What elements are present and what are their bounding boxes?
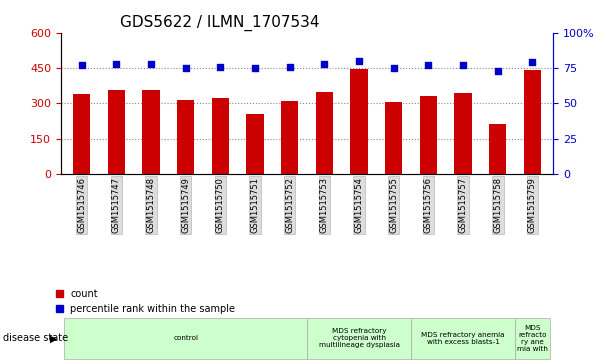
Text: GSM1515746: GSM1515746	[77, 177, 86, 233]
Point	[458, 62, 468, 68]
Text: MDS
refracto
ry ane
mia with: MDS refracto ry ane mia with	[517, 325, 548, 352]
Text: GSM1515754: GSM1515754	[354, 177, 364, 233]
Point	[77, 62, 86, 68]
Point	[111, 61, 121, 67]
Bar	[385, 102, 402, 174]
Bar	[246, 114, 264, 174]
Bar	[73, 94, 90, 174]
Bar	[281, 101, 299, 174]
Bar	[454, 93, 472, 174]
Bar	[489, 123, 506, 174]
Text: GSM1515755: GSM1515755	[389, 177, 398, 233]
Text: control: control	[173, 335, 198, 342]
Point	[215, 64, 225, 70]
Text: GSM1515756: GSM1515756	[424, 177, 433, 233]
Text: disease state: disease state	[3, 334, 68, 343]
Text: GDS5622 / ILMN_1707534: GDS5622 / ILMN_1707534	[120, 15, 319, 31]
Point	[250, 65, 260, 71]
Text: GSM1515751: GSM1515751	[250, 177, 260, 233]
Text: GSM1515749: GSM1515749	[181, 177, 190, 233]
Text: GSM1515759: GSM1515759	[528, 177, 537, 233]
Point	[493, 68, 503, 74]
Text: GSM1515758: GSM1515758	[493, 177, 502, 233]
Bar	[524, 70, 541, 174]
Text: GSM1515753: GSM1515753	[320, 177, 329, 233]
Point	[354, 58, 364, 64]
Point	[424, 62, 434, 68]
Bar	[316, 92, 333, 174]
Point	[528, 60, 537, 65]
Bar	[177, 100, 195, 174]
Legend: count, percentile rank within the sample: count, percentile rank within the sample	[56, 289, 235, 314]
Point	[146, 61, 156, 67]
Text: GSM1515747: GSM1515747	[112, 177, 121, 233]
Point	[320, 61, 330, 67]
Text: GSM1515750: GSM1515750	[216, 177, 225, 233]
Bar	[108, 90, 125, 174]
Text: ▶: ▶	[50, 334, 57, 343]
Bar	[142, 90, 160, 174]
Text: GSM1515748: GSM1515748	[147, 177, 156, 233]
Text: MDS refractory
cytopenia with
multilineage dysplasia: MDS refractory cytopenia with multilinea…	[319, 329, 399, 348]
Bar	[350, 69, 368, 174]
Text: GSM1515757: GSM1515757	[458, 177, 468, 233]
Bar	[420, 96, 437, 174]
Point	[389, 65, 399, 71]
Point	[285, 64, 294, 70]
Text: GSM1515752: GSM1515752	[285, 177, 294, 233]
Bar	[212, 98, 229, 174]
Point	[181, 65, 190, 71]
Text: MDS refractory anemia
with excess blasts-1: MDS refractory anemia with excess blasts…	[421, 332, 505, 345]
